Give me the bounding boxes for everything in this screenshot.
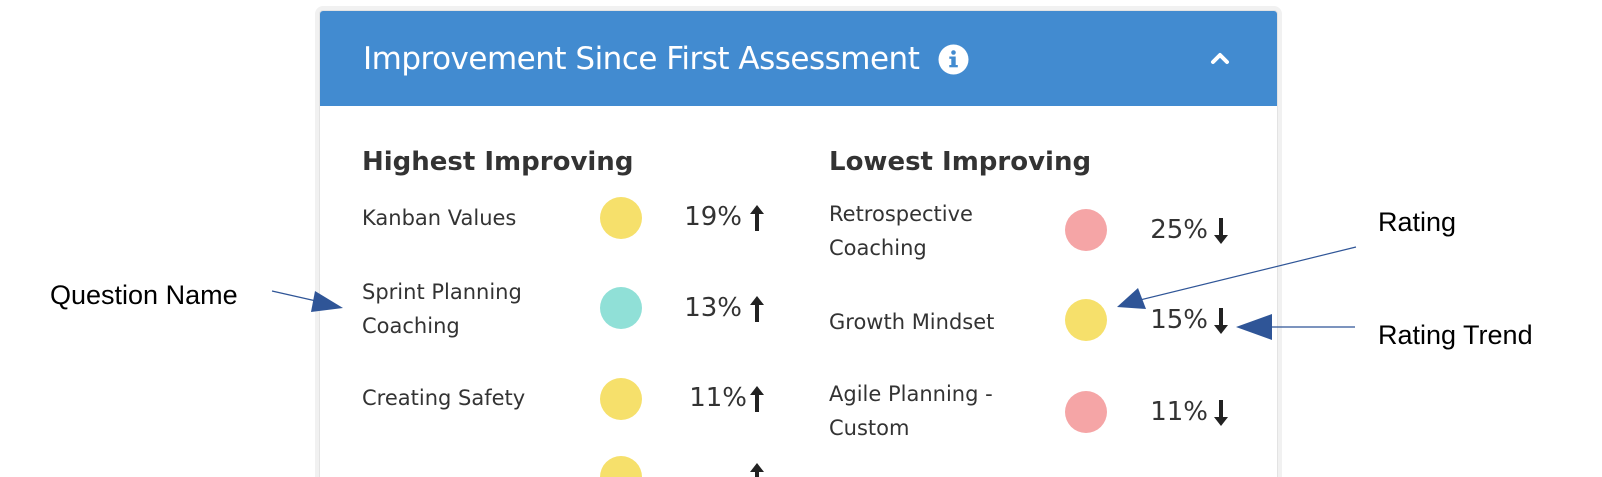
- rating-dot-yellow: [600, 456, 642, 477]
- rating-percent: 11%: [689, 383, 747, 413]
- callout-rating: Rating: [1378, 207, 1457, 237]
- rating-percent: 15%: [1150, 305, 1208, 335]
- callout-question-name: Question Name: [50, 280, 238, 310]
- rating-dot-pink: [1065, 209, 1107, 251]
- panel-header: Improvement Since First Assessment: [320, 11, 1277, 106]
- question-name: Agile Planning - Custom: [829, 382, 993, 440]
- rating-dot-yellow: [600, 378, 642, 420]
- arrow-down-icon: [1214, 308, 1228, 334]
- question-name: Kanban Values: [362, 206, 517, 230]
- arrow-up-icon: [750, 463, 764, 477]
- rating-dot-yellow: [600, 197, 642, 239]
- arrow-down-icon: [1214, 400, 1228, 426]
- arrow-up-icon: [750, 205, 764, 231]
- rating-percent: 11%: [1150, 397, 1208, 427]
- arrow-up-icon: [750, 386, 764, 412]
- improvement-panel: Improvement Since First Assessment Highe…: [319, 10, 1278, 477]
- question-name: Growth Mindset: [829, 310, 995, 334]
- info-circle-icon[interactable]: [938, 44, 969, 75]
- rating-percent: 19%: [684, 202, 742, 232]
- rating-dot-pink: [1065, 391, 1107, 433]
- highest-improving-title: Highest Improving: [362, 147, 634, 177]
- panel-title: Improvement Since First Assessment: [363, 41, 920, 77]
- arrow-down-icon: [1214, 218, 1228, 244]
- chevron-up-icon[interactable]: [1205, 43, 1235, 73]
- rating-percent: 13%: [684, 293, 742, 323]
- arrow-up-icon: [750, 296, 764, 322]
- question-name: Sprint Planning Coaching: [362, 280, 522, 338]
- lowest-improving-title: Lowest Improving: [829, 147, 1092, 177]
- rating-dot-teal: [600, 287, 642, 329]
- question-name: Creating Safety: [362, 386, 526, 410]
- callout-rating-trend: Rating Trend: [1378, 320, 1533, 350]
- rating-percent: 25%: [1150, 215, 1208, 245]
- rating-dot-yellow: [1065, 299, 1107, 341]
- question-name: Retrospective Coaching: [829, 202, 973, 260]
